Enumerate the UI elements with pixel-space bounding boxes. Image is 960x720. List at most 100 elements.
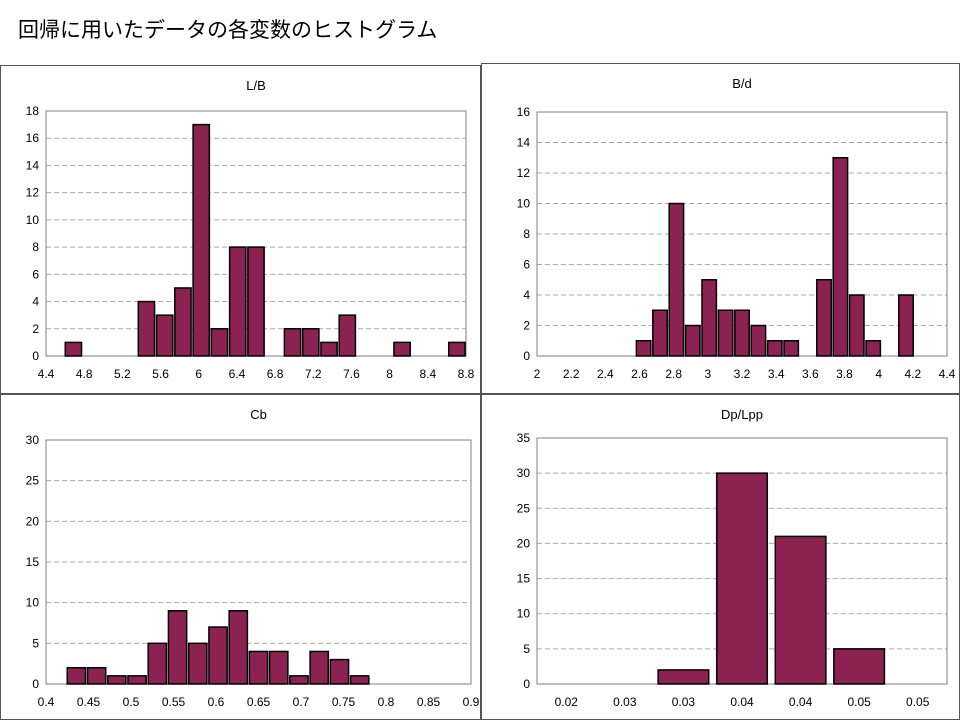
- histogram-bar: [228, 246, 247, 357]
- histogram-bar: [668, 202, 685, 357]
- x-tick-label: 0.85: [417, 695, 441, 709]
- x-tick-label: 4.2: [904, 367, 921, 381]
- x-tick-label: 5.6: [152, 367, 169, 381]
- x-tick-label: 4.4: [939, 367, 956, 381]
- histogram-panel-cb: Cb 0 5 10 15 20 25 30 0.4 0.45 0.5 0.55 0.6 0.65 0.7 0.…: [0, 394, 481, 720]
- x-tick-label: 0.9: [463, 695, 480, 709]
- histogram-bar: [174, 287, 192, 357]
- y-tick-label: 30: [26, 433, 40, 447]
- histogram-bar: [283, 328, 302, 357]
- y-tick-label: 18: [26, 104, 40, 118]
- histogram-bar: [320, 341, 338, 357]
- histogram-bar: [701, 279, 718, 357]
- y-tick-label: 14: [517, 136, 531, 150]
- x-tick-label: 2.6: [631, 367, 648, 381]
- y-tick-label: 2: [32, 322, 39, 336]
- histogram-bar: [349, 675, 370, 685]
- x-tick-label: 0.03: [672, 695, 696, 709]
- histogram-bar: [393, 341, 411, 357]
- histogram-bar: [187, 642, 208, 685]
- y-tick-label: 0: [523, 677, 530, 691]
- x-tick-label: 0.6: [208, 695, 225, 709]
- histogram-bar: [447, 341, 466, 357]
- y-tick-label: 6: [32, 267, 39, 281]
- x-tick-label: 3.8: [836, 367, 853, 381]
- y-tick-label: 4: [523, 288, 530, 302]
- histogram-bar: [338, 314, 357, 357]
- histogram-bar: [147, 642, 168, 685]
- x-tick-label: 0.5: [123, 695, 140, 709]
- histogram-bar: [832, 157, 849, 357]
- histogram-bar: [228, 610, 249, 685]
- y-tick-label: 20: [517, 536, 531, 550]
- histogram-bar: [309, 650, 330, 685]
- y-tick-label: 0: [523, 349, 530, 363]
- y-tick-label: 6: [523, 258, 530, 272]
- histogram-dplpp: Dp/Lpp 0 5 10 15 20 25 30 35 0.02 0.03 0.03 0.04 0.04…: [517, 407, 948, 709]
- histogram-panel-dplpp: Dp/Lpp 0 5 10 15 20 25 30 35 0.02 0.03 0.03 0.04 0.04…: [481, 394, 960, 720]
- chart-title: B/d: [732, 76, 752, 91]
- histogram-bar: [848, 294, 865, 357]
- histogram-bar: [766, 340, 783, 357]
- histogram-bar: [783, 340, 800, 357]
- y-tick-label: 10: [26, 213, 40, 227]
- x-tick-label: 3.2: [734, 367, 751, 381]
- x-tick-label: 0.05: [906, 695, 930, 709]
- y-tick-label: 8: [523, 227, 530, 241]
- histogram-panel-lb: L/B 0 2 4 6 8 10 12 14 16 18 4.4 4.8 5.2 5.6 6 6.4 6.8 7.2…: [0, 65, 481, 394]
- x-tick-label: 2.4: [597, 367, 614, 381]
- histogram-bar: [268, 650, 289, 685]
- histogram-bar: [106, 675, 127, 685]
- y-tick-label: 12: [517, 166, 531, 180]
- x-tick-label: 0.03: [613, 695, 637, 709]
- x-tick-label: 0.65: [247, 695, 271, 709]
- y-tick-label: 20: [26, 514, 40, 528]
- y-tick-label: 5: [523, 642, 530, 656]
- x-tick-label: 8.8: [458, 367, 475, 381]
- y-tick-label: 25: [26, 474, 40, 488]
- x-tick-label: 8: [386, 367, 393, 381]
- x-tick-label: 6.8: [267, 367, 284, 381]
- histogram-bar: [657, 669, 710, 685]
- histogram-bar: [635, 340, 652, 357]
- y-tick-label: 10: [517, 197, 531, 211]
- histogram-bar: [652, 309, 668, 357]
- y-tick-label: 35: [517, 431, 531, 445]
- y-tick-label: 30: [517, 466, 531, 480]
- x-tick-label: 2.8: [665, 367, 682, 381]
- x-tick-label: 4.8: [76, 367, 93, 381]
- y-tick-label: 16: [26, 131, 40, 145]
- histogram-bar: [898, 294, 914, 357]
- histogram-bar: [155, 314, 174, 357]
- y-tick-label: 0: [32, 349, 39, 363]
- x-tick-label: 0.04: [730, 695, 754, 709]
- histogram-bar: [86, 666, 107, 685]
- y-tick-label: 16: [517, 105, 531, 119]
- x-tick-label: 0.04: [789, 695, 813, 709]
- histogram-bar: [717, 309, 734, 357]
- x-tick-label: 5.2: [114, 367, 131, 381]
- histogram-lb: L/B 0 2 4 6 8 10 12 14 16 18 4.4 4.8 5.2 5.6 6 6.4 6.8 7.2…: [26, 78, 475, 381]
- x-tick-label: 4: [875, 367, 882, 381]
- histogram-bar: [865, 340, 882, 357]
- y-tick-label: 0: [32, 677, 39, 691]
- y-tick-label: 10: [517, 607, 531, 621]
- x-tick-label: 8.4: [419, 367, 436, 381]
- histogram-cb: Cb 0 5 10 15 20 25 30 0.4 0.45 0.5 0.55 0.6 0.65 0.7 0.…: [26, 407, 480, 709]
- y-tick-label: 8: [32, 240, 39, 254]
- histogram-bar: [715, 472, 769, 685]
- histogram-bar: [64, 341, 83, 357]
- y-tick-label: 12: [26, 186, 40, 200]
- x-tick-label: 2.2: [563, 367, 580, 381]
- x-tick-label: 7.6: [343, 367, 360, 381]
- x-tick-label: 0.05: [847, 695, 871, 709]
- y-tick-label: 15: [517, 572, 531, 586]
- y-tick-label: 5: [32, 636, 39, 650]
- y-tick-label: 25: [517, 501, 531, 515]
- histogram-bar: [301, 328, 320, 357]
- histogram-bar: [208, 626, 228, 685]
- histogram-bar: [750, 324, 767, 357]
- histogram-bar: [167, 610, 188, 685]
- histogram-bar: [816, 279, 832, 357]
